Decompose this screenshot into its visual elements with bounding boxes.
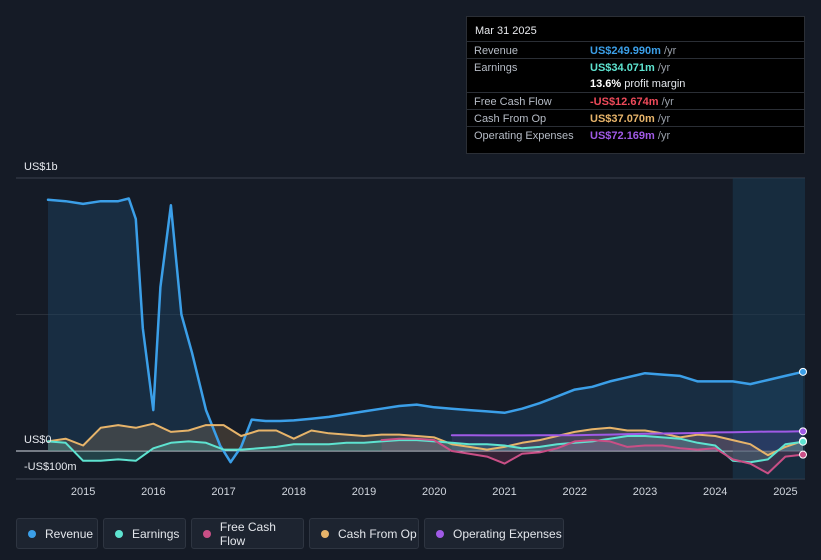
revenue-area — [48, 198, 803, 463]
tooltip-label: Cash From Op — [474, 113, 547, 125]
revenue-line — [46, 197, 805, 464]
tooltip-date: Mar 31 2025 — [475, 25, 537, 37]
tooltip-row-earnings: Earnings US$34.071m /yr — [467, 58, 804, 75]
legend-dot-icon — [115, 529, 123, 538]
legend-dot-icon — [28, 529, 36, 538]
x-tick-label: 2015 — [71, 486, 95, 498]
x-tick-label: 2021 — [492, 486, 516, 498]
series-lines — [46, 197, 805, 475]
legend-revenue[interactable]: Revenue — [16, 518, 98, 549]
free-cash-flow-line — [380, 437, 804, 475]
y-label-bottom: -US$100m — [24, 461, 77, 473]
tooltip-label: Free Cash Flow — [474, 96, 552, 108]
x-tick-label: 2020 — [422, 486, 446, 498]
tooltip-value: US$72.169m /yr — [590, 130, 671, 142]
operating-expenses-end-marker — [799, 427, 807, 436]
tooltip-row-margin: 13.6% profit margin — [467, 75, 804, 92]
tooltip-row-revenue: Revenue US$249.990m /yr — [467, 41, 804, 58]
free-cash-flow-end-marker — [799, 450, 807, 459]
legend-operating-expenses[interactable]: Operating Expenses — [424, 518, 564, 549]
tooltip-row-cfo: Cash From Op US$37.070m /yr — [467, 109, 804, 126]
tooltip-profit-margin: 13.6% profit margin — [590, 78, 686, 90]
earnings-line — [47, 435, 804, 464]
free-cash-flow-area — [381, 438, 803, 474]
operating-expenses-line — [450, 430, 804, 437]
x-tick-label: 2017 — [211, 486, 235, 498]
legend-dot-icon — [203, 529, 211, 538]
legend-label: Revenue — [45, 526, 94, 541]
x-tick-label: 2025 — [773, 486, 797, 498]
x-tick-label: 2023 — [633, 486, 657, 498]
tooltip-label: Operating Expenses — [474, 130, 574, 142]
legend-label: Free Cash Flow — [219, 519, 276, 548]
tooltip-value: US$37.070m /yr — [590, 113, 671, 125]
tooltip-panel: Mar 31 2025 Revenue US$249.990m /yr Earn… — [466, 16, 805, 154]
legend-dot-icon — [436, 529, 444, 538]
y-label-zero: US$0 — [24, 434, 52, 446]
y-label-top: US$1b — [24, 161, 58, 173]
forecast-shade — [732, 178, 805, 479]
legend-cash-from-op[interactable]: Cash From Op — [309, 518, 419, 549]
legend-label: Earnings — [132, 526, 180, 541]
tooltip-row-fcf: Free Cash Flow -US$12.674m /yr — [467, 92, 804, 109]
revenue-end-marker — [799, 367, 807, 376]
x-tick-label: 2022 — [563, 486, 587, 498]
gridlines — [16, 177, 805, 480]
legend-free-cash-flow[interactable]: Free Cash Flow — [191, 518, 304, 549]
x-axis: 2015 2016 2017 2018 2019 2020 2021 2022 2023 2024… — [71, 486, 798, 498]
cash-from-op-line — [47, 422, 804, 457]
x-tick-label: 2016 — [141, 486, 165, 498]
legend-label: Cash From Op — [338, 526, 417, 541]
earnings-end-marker — [799, 437, 807, 446]
tooltip-value: US$249.990m /yr — [590, 45, 677, 57]
x-tick-label: 2024 — [703, 486, 727, 498]
tooltip-label: Earnings — [474, 62, 518, 74]
legend-dot-icon — [321, 529, 329, 538]
x-tick-label: 2019 — [352, 486, 376, 498]
tooltip-label: Revenue — [474, 45, 519, 57]
legend-label: Operating Expenses — [453, 526, 562, 541]
tooltip-row-opex: Operating Expenses US$72.169m /yr — [467, 126, 804, 143]
series-end-markers — [799, 367, 807, 459]
legend-earnings[interactable]: Earnings — [103, 518, 186, 549]
tooltip-value: US$34.071m /yr — [590, 62, 671, 74]
x-tick-label: 2018 — [282, 486, 306, 498]
tooltip-value: -US$12.674m /yr — [590, 96, 674, 108]
